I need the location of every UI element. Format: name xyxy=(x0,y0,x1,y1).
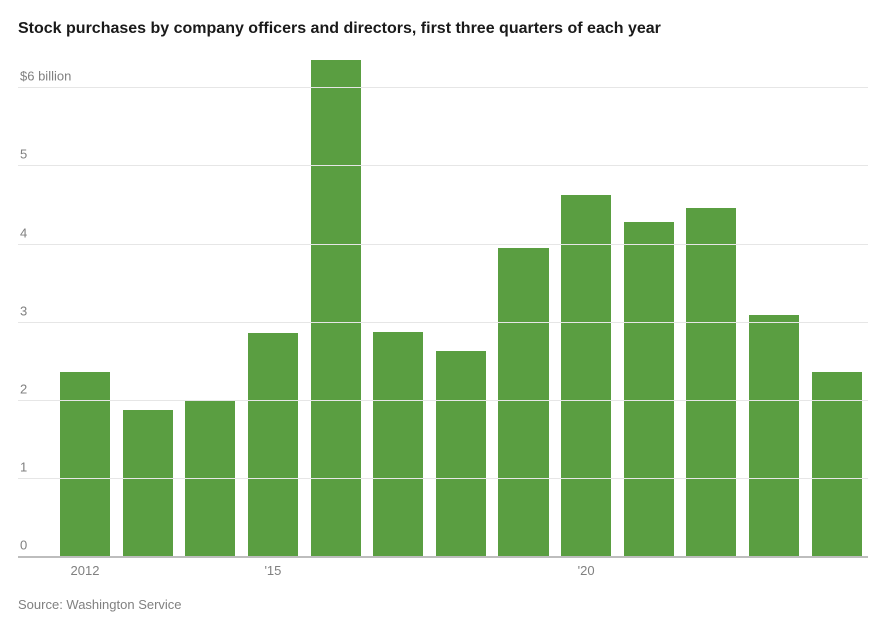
x-tick-label: '20 xyxy=(578,563,595,578)
plot-area: 012345$6 billion2012'15'20 xyxy=(18,56,868,556)
y-gridline xyxy=(18,322,868,323)
bar xyxy=(248,333,298,556)
y-tick-label: 4 xyxy=(20,225,27,240)
x-tick-label: 2012 xyxy=(71,563,100,578)
y-gridline xyxy=(18,400,868,401)
bar xyxy=(686,208,736,556)
y-tick-label: 0 xyxy=(20,538,27,553)
y-tick-label: 3 xyxy=(20,303,27,318)
y-tick-label: 5 xyxy=(20,147,27,162)
bar xyxy=(749,315,799,556)
bar xyxy=(624,222,674,556)
chart-title: Stock purchases by company officers and … xyxy=(18,20,868,38)
chart-source: Source: Washington Service xyxy=(18,597,182,612)
chart-container: Stock purchases by company officers and … xyxy=(18,20,868,556)
y-gridline xyxy=(18,478,868,479)
bar xyxy=(373,332,423,556)
y-gridline xyxy=(18,165,868,166)
bar xyxy=(561,195,611,556)
bar xyxy=(123,410,173,556)
bar xyxy=(436,351,486,556)
y-tick-label: 1 xyxy=(20,459,27,474)
y-gridline xyxy=(18,87,868,88)
y-tick-label: $6 billion xyxy=(20,69,71,84)
y-baseline xyxy=(18,556,868,558)
x-tick-label: '15 xyxy=(264,563,281,578)
bar xyxy=(498,248,548,556)
bar xyxy=(311,60,361,556)
bar-series xyxy=(18,56,868,556)
y-gridline xyxy=(18,244,868,245)
y-tick-label: 2 xyxy=(20,381,27,396)
